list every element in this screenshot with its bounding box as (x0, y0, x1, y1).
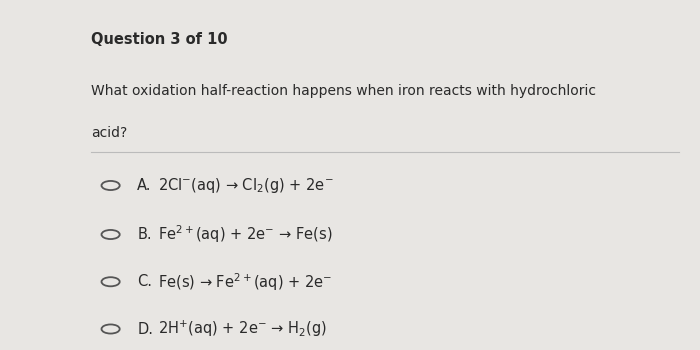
Text: What oxidation half-reaction happens when iron reacts with hydrochloric: What oxidation half-reaction happens whe… (91, 84, 596, 98)
Text: Fe$^{2+}$(aq) + 2e$^{-}$ → Fe(s): Fe$^{2+}$(aq) + 2e$^{-}$ → Fe(s) (158, 224, 332, 245)
Text: 2H$^{+}$(aq) + 2e$^{-}$ → H$_2$(g): 2H$^{+}$(aq) + 2e$^{-}$ → H$_2$(g) (158, 319, 327, 339)
Text: acid?: acid? (91, 126, 127, 140)
Text: B.: B. (137, 227, 152, 242)
Text: 2Cl$^{-}$(aq) → Cl$_2$(g) + 2e$^{-}$: 2Cl$^{-}$(aq) → Cl$_2$(g) + 2e$^{-}$ (158, 176, 333, 195)
Text: Question 3 of 10: Question 3 of 10 (91, 32, 228, 47)
Text: Fe(s) → Fe$^{2+}$(aq) + 2e$^{-}$: Fe(s) → Fe$^{2+}$(aq) + 2e$^{-}$ (158, 271, 332, 293)
Text: C.: C. (137, 274, 152, 289)
Text: A.: A. (137, 178, 152, 193)
Text: D.: D. (137, 322, 153, 336)
